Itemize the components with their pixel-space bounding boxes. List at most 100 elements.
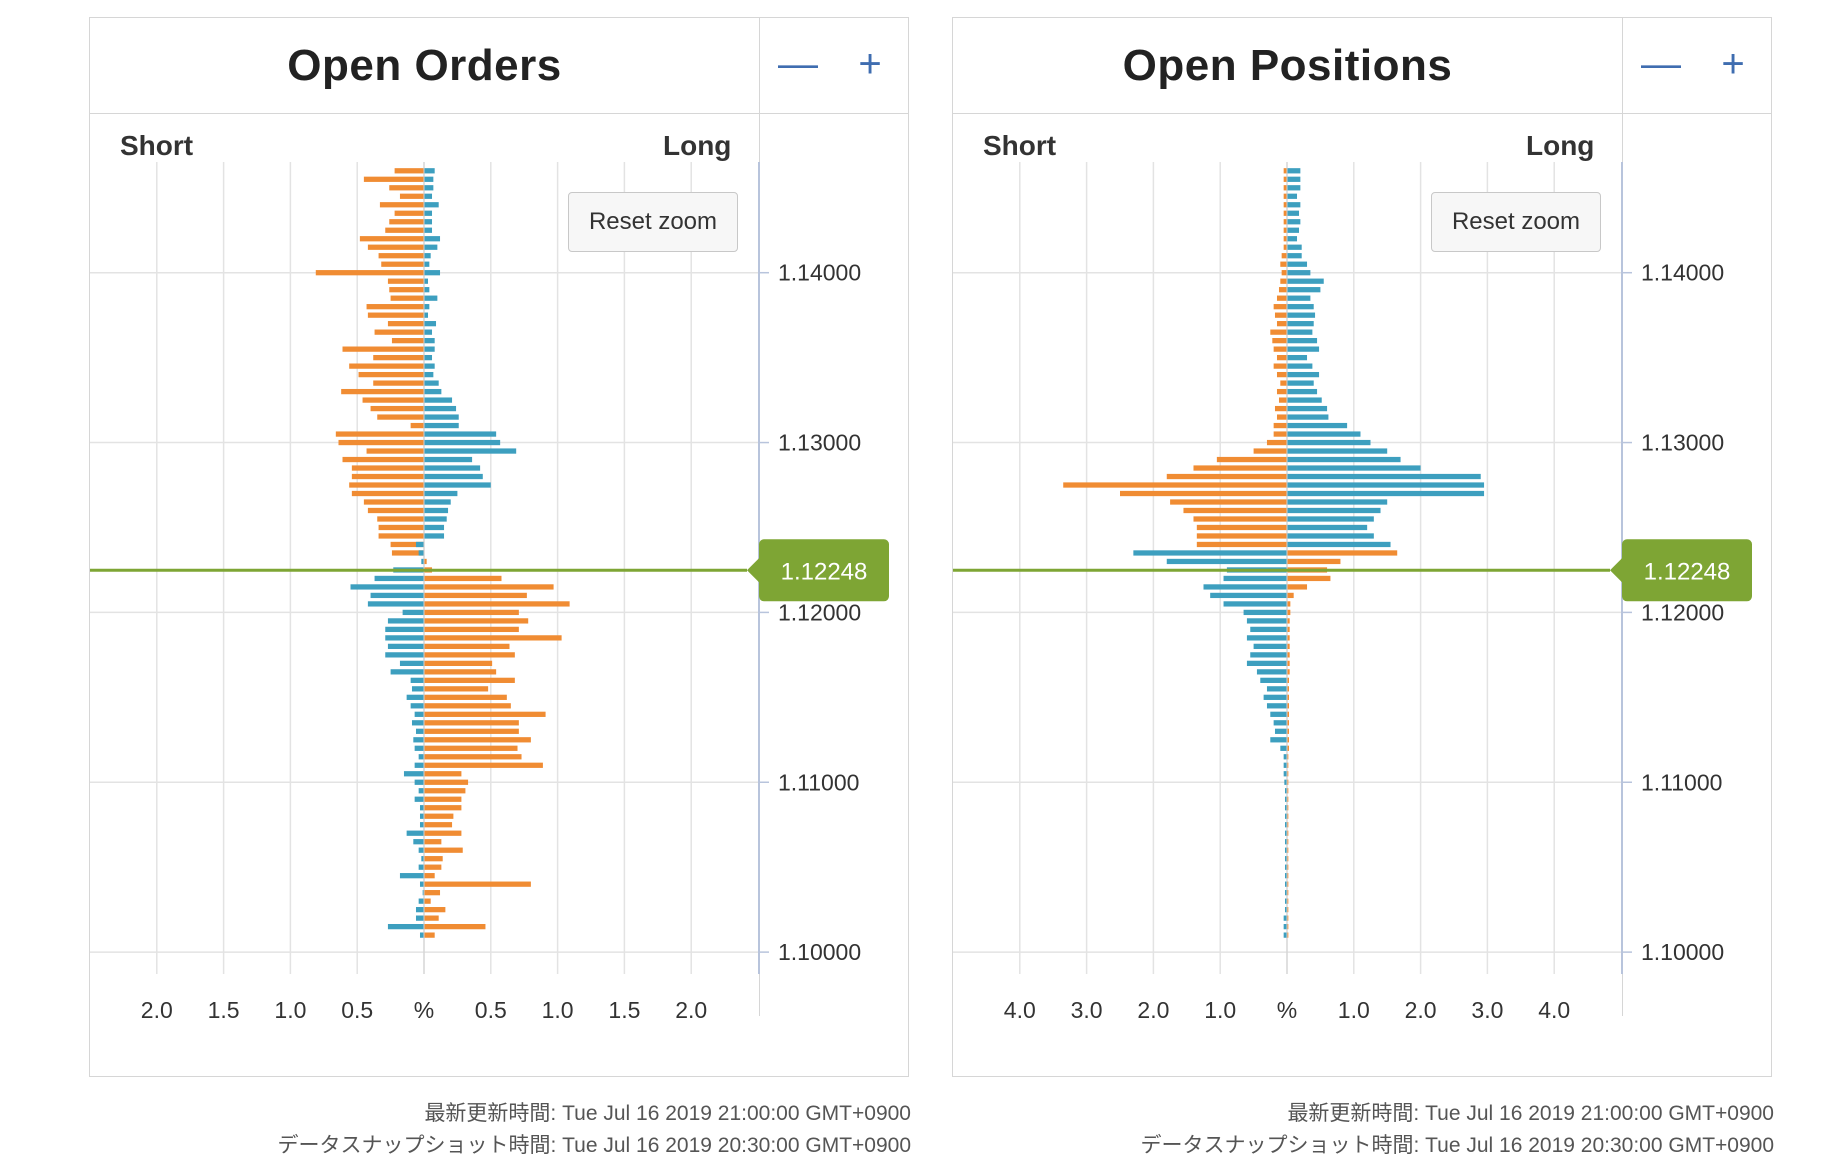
bar-blue	[1284, 890, 1287, 896]
bar-blue	[1287, 287, 1321, 293]
bar-blue	[399, 660, 424, 666]
zoom-in-button[interactable]: +	[858, 41, 882, 86]
bar-blue	[1287, 346, 1320, 352]
bar-blue	[1280, 745, 1287, 751]
bar-orange	[373, 380, 424, 386]
bar-orange	[1273, 422, 1287, 429]
zoom-out-button[interactable]: —	[1641, 41, 1681, 86]
panel-title: Open Orders	[90, 18, 759, 114]
bar-orange	[424, 609, 519, 616]
bar-orange	[424, 762, 543, 768]
bar-orange	[1280, 278, 1287, 284]
bar-blue	[424, 363, 435, 369]
bar-blue	[424, 312, 429, 318]
bar-orange	[424, 932, 435, 938]
bar-orange	[338, 439, 424, 446]
open-positions-chart: 4.0 3.0 2.0 1.0% 1.0 2.0 3.0 4.0 1.14000 1.13000 1…	[953, 162, 1752, 1023]
bar-blue	[424, 236, 441, 242]
bar-blue	[1260, 677, 1287, 683]
bar-orange	[1287, 881, 1289, 887]
zoom-in-button[interactable]: +	[1721, 41, 1745, 86]
bar-blue	[1287, 244, 1302, 250]
bar-orange	[424, 796, 462, 802]
bar-blue	[424, 524, 445, 531]
bar-blue	[424, 244, 438, 250]
zoom-controls: — +	[1622, 18, 1771, 114]
bar-orange	[381, 261, 424, 267]
bar-blue	[424, 490, 458, 497]
x-tick-label: %	[1277, 997, 1297, 1023]
bar-orange	[349, 482, 424, 488]
reset-zoom-button[interactable]: Reset zoom	[568, 192, 738, 252]
bar-orange	[359, 236, 424, 242]
bar-blue	[424, 431, 497, 437]
bar-orange	[1276, 414, 1287, 420]
bar-orange	[424, 575, 502, 582]
bar-orange	[1196, 533, 1287, 539]
bar-orange	[424, 839, 442, 845]
bar-blue	[424, 533, 445, 539]
bar-orange	[424, 898, 431, 904]
bar-orange	[1166, 473, 1287, 480]
bar-blue	[418, 788, 424, 794]
bar-orange	[424, 813, 454, 819]
bar-blue	[1284, 788, 1287, 794]
bar-orange	[1063, 482, 1287, 488]
bar-blue	[424, 422, 459, 429]
bar-blue	[1274, 728, 1287, 734]
bar-blue	[1273, 720, 1287, 726]
bar-blue	[1210, 592, 1287, 599]
reset-zoom-button[interactable]: Reset zoom	[1431, 192, 1601, 252]
bar-blue	[415, 907, 424, 913]
bar-blue	[387, 924, 424, 930]
bar-blue	[410, 703, 424, 709]
x-tick-label: 1.0	[1338, 997, 1370, 1023]
bar-orange	[1270, 329, 1287, 335]
bar-orange	[394, 168, 424, 174]
bar-blue	[424, 304, 430, 310]
bar-blue	[1287, 499, 1388, 505]
bar-orange	[1287, 609, 1291, 616]
bar-blue	[387, 618, 424, 624]
bar-blue	[424, 371, 434, 378]
bar-orange	[1287, 669, 1290, 675]
bar-orange	[410, 422, 424, 429]
bar-blue	[1284, 805, 1287, 811]
bar-orange	[424, 822, 453, 828]
bar-blue	[1287, 329, 1313, 335]
bar-orange	[1287, 813, 1289, 819]
y-tick-label: 1.10000	[778, 939, 861, 965]
updated-time: 最新更新時間: Tue Jul 16 2019 21:00:00 GMT+090…	[424, 1102, 911, 1125]
bar-blue	[1266, 703, 1287, 709]
bar-orange	[1253, 448, 1287, 454]
bar-blue	[385, 626, 424, 633]
bar-orange	[1287, 847, 1289, 853]
bar-blue	[1287, 363, 1313, 369]
x-tick-label: 0.5	[341, 997, 373, 1023]
bar-orange	[1287, 643, 1290, 650]
bar-blue	[1284, 873, 1287, 879]
bar-blue	[411, 686, 424, 692]
bar-orange	[1287, 677, 1290, 683]
bar-orange	[390, 541, 424, 548]
bar-blue	[424, 202, 439, 208]
bar-blue	[367, 601, 424, 607]
bar-blue	[1283, 762, 1287, 768]
bar-orange	[1287, 898, 1289, 904]
bar-orange	[399, 193, 424, 199]
bar-orange	[1287, 890, 1289, 896]
bar-orange	[1281, 253, 1287, 259]
bar-orange	[1196, 524, 1287, 531]
bar-blue	[1287, 193, 1298, 199]
bar-orange	[1276, 295, 1287, 301]
bar-orange	[363, 176, 424, 182]
bar-blue	[413, 839, 424, 845]
bar-blue	[415, 728, 424, 734]
bar-orange	[363, 499, 424, 505]
bar-blue	[1284, 839, 1287, 845]
bar-orange	[424, 669, 497, 675]
zoom-out-button[interactable]: —	[778, 41, 818, 86]
bar-blue	[1287, 439, 1371, 446]
bar-orange	[1276, 371, 1287, 378]
bar-orange	[1287, 694, 1290, 700]
